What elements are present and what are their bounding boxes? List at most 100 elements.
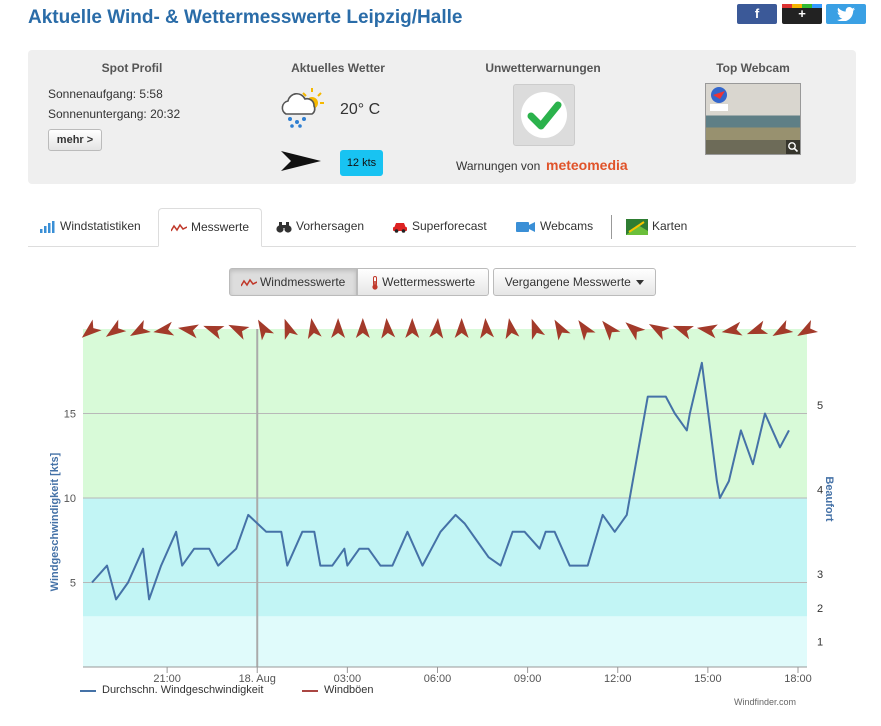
meteomedia-logo-part-b: media [587,157,628,173]
wind-direction-arrow [257,319,275,341]
wind-direction-arrow [696,324,718,339]
beaufort-tick-label: 2 [817,603,823,615]
legend-swatch-average [80,690,96,692]
twitter-bird-icon [837,7,855,22]
windmesswerte-label: Windmesswerte [259,275,346,289]
wind-direction-arrow [578,320,596,341]
tab-windstatistiken[interactable]: Windstatistiken [40,208,141,245]
tab-bar: Windstatistiken Messwerte Vorhersagen Su… [28,208,856,247]
sunrise-text: Sonnenaufgang: 5:58 [48,87,163,101]
info-panel: Spot Profil Sonnenaufgang: 5:58 Sonnenun… [28,50,856,184]
beaufort-tick-label: 4 [817,485,823,497]
y-tick-label: 5 [70,578,76,590]
sunset-text: Sonnenuntergang: 20:32 [48,107,181,121]
tab-separator [611,215,612,239]
wind-direction-arrow [307,318,322,340]
page-title: Aktuelle Wind- & Wettermesswerte Leipzig… [28,7,463,28]
tab-webcams-label: Webcams [540,219,594,233]
wind-direction-arrow [405,318,420,338]
thermometer-icon [372,275,378,290]
zoom-icon[interactable] [786,140,800,154]
legend-wind-gusts[interactable]: Windböen [302,684,374,696]
wind-direction-arrow [153,321,175,336]
tab-webcams[interactable]: Webcams [516,208,593,245]
wettermesswerte-label: Wettermesswerte [382,275,476,289]
x-tick-label: 12:00 [604,673,632,685]
checkmark-icon [521,92,567,138]
wind-direction-arrow [81,319,102,338]
wind-direction-arrow [284,318,298,340]
wind-direction-arrow [672,325,694,340]
beaufort-axis-label: Beaufort [823,476,835,522]
meteomedia-logo-part-a: meteo [546,157,588,173]
tab-messwerte[interactable]: Messwerte [158,208,262,247]
wind-direction-arrow [355,318,370,338]
top-webcam-title: Top Webcam [716,61,790,75]
tab-superforecast-label: Superforecast [412,219,487,233]
wind-direction-arrow [480,318,495,339]
bar-chart-icon [40,220,55,233]
tab-windstatistiken-label: Windstatistiken [60,219,141,233]
googleplus-label: + [798,6,806,21]
windfinder-credit[interactable]: Windfinder.com [734,697,797,707]
tab-vorhersagen[interactable]: Vorhersagen [276,208,364,245]
wind-direction-arrow [772,319,794,336]
x-tick-label: 06:00 [424,673,452,685]
cloud-rain-sun-icon [281,88,324,128]
chart-band-1 [83,498,807,617]
x-tick-label: 15:00 [694,673,722,685]
y-tick-label: 10 [64,493,76,505]
beaufort-tick-label: 3 [817,569,823,581]
storm-warnings-title: Unwetterwarnungen [485,61,601,75]
wind-direction-arrow [746,320,769,335]
googleplus-share-button[interactable]: + [782,4,822,24]
y-tick-label: 15 [64,409,76,421]
x-tick-label: 18:00 [784,673,812,685]
wind-direction-arrow [228,324,250,340]
caret-down-icon [636,280,645,286]
vergangene-messwerte-dropdown[interactable]: Vergangene Messwerte [493,268,656,296]
wind-direction-arrow [648,324,670,341]
chart-band-0 [83,616,807,667]
series-line-0 [91,361,790,601]
wind-direction-arrow [602,320,621,341]
wind-direction-arrow [331,318,346,338]
wind-direction-arrow-icon [281,151,321,171]
wind-direction-arrow [105,319,127,337]
warning-provider-text: Warnungen von [456,159,541,173]
tab-vorhersagen-label: Vorhersagen [296,219,365,233]
webcam-thumbnail[interactable] [705,83,801,155]
line-chart-icon [171,223,187,232]
wind-direction-arrow [130,319,151,336]
legend-label-average: Durchschn. Windgeschwindigkeit [102,684,264,696]
wind-direction-arrow [721,321,743,336]
wind-direction-arrow [554,319,571,341]
x-tick-label: 21:00 [153,673,181,685]
wind-direction-arrow [625,322,646,341]
twitter-share-button[interactable] [826,4,866,24]
current-weather-title: Aktuelles Wetter [291,61,385,75]
more-button[interactable]: mehr > [48,129,102,151]
wind-direction-arrow [178,324,199,339]
tab-karten-label: Karten [652,219,688,233]
facebook-share-button[interactable]: f [737,4,777,24]
map-icon [626,218,648,235]
wettermesswerte-button[interactable]: Wettermesswerte [357,268,489,296]
wind-direction-arrow [381,318,396,339]
meteomedia-logo[interactable]: meteomedia [546,157,628,173]
binoculars-icon [276,221,292,233]
video-camera-icon [516,221,535,232]
x-tick-label: 18. Aug [239,673,276,685]
no-warning-status[interactable] [513,84,575,146]
legend-swatch-gusts [302,690,318,692]
wind-direction-arrow [531,318,546,340]
windmesswerte-button[interactable]: Windmesswerte [229,268,357,296]
tab-karten[interactable]: Karten [626,208,687,245]
tab-superforecast[interactable]: Superforecast [392,208,487,245]
wind-speed-badge: 12 kts [340,150,383,176]
y-axis-label: Windgeschwindigkeit [kts] [49,452,61,591]
legend-wind-average[interactable]: Durchschn. Windgeschwindigkeit [80,684,263,696]
tab-messwerte-label: Messwerte [191,220,250,234]
beaufort-tick-label: 1 [817,637,823,649]
